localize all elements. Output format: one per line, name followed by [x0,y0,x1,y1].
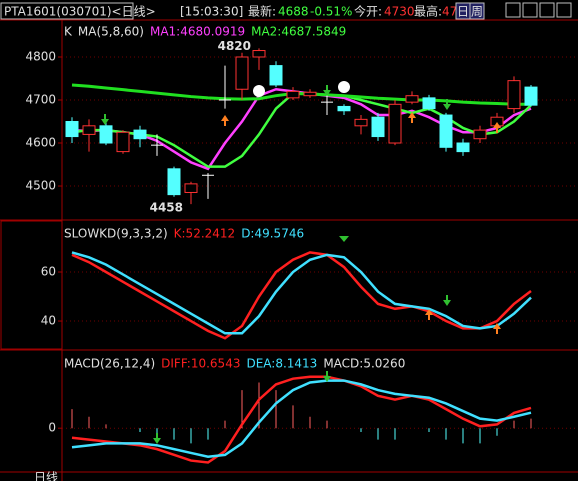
candle-body [303,91,317,97]
y-tick-label: 4800 [25,49,56,63]
time: [15:03:30] [180,5,243,19]
candle-body [388,103,402,144]
legend-text: MA(5,8,60) [78,25,144,39]
high-price: 47 [442,5,457,19]
signal-arrow [221,115,229,126]
high-annotation: 4820 [218,39,251,53]
candle-body [439,114,453,148]
smiley [253,85,265,97]
legend-text: MACD:5.0260 [323,357,405,371]
latest-price: 4688 [278,5,309,19]
signal-arrow [443,295,451,306]
change: -0.51% [310,5,352,19]
candle-body [524,86,538,106]
plot-layer: 4500 4600 4700 4800 K MA(5,8,60) MA1:4680.0919… [25,25,578,464]
candle-body [82,125,96,135]
signal-arrow [493,323,501,334]
open-label: 今开: [354,4,382,19]
indicator-line [71,83,531,106]
candle-body [184,183,198,193]
candle-body [422,97,436,110]
signal-arrow [323,371,331,382]
y-tick-label: 40 [41,314,56,328]
week-button[interactable]: 周 [471,5,483,19]
candle-body [99,125,113,144]
legend-text: DIFF:10.6543 [161,357,240,371]
legend-text: DEA:8.1413 [246,357,317,371]
candle-body [286,90,300,99]
panel-box [0,220,63,350]
legend-text: MA2:4687.5849 [251,25,346,39]
candle-body [269,65,283,86]
tool-button[interactable] [505,2,521,18]
signal-arrow [408,112,416,123]
indicator-line [71,251,532,335]
indicator-line [71,251,532,340]
candle-body [405,95,419,103]
candle-body [116,131,130,153]
frown [338,81,350,93]
candle-body [507,80,521,110]
legend-text: SLOWKD(9,3,3,2) [64,227,168,241]
indicator-line [71,375,532,464]
candle-body [252,50,266,58]
legend-text: MA1:4680.0919 [150,25,245,39]
tool-button[interactable] [539,2,555,18]
open-price: 4730 [384,5,415,19]
signal-arrow [101,114,109,125]
candle-body [354,118,368,127]
candle-body [371,116,385,138]
y-tick-label: 60 [41,265,56,279]
period-label: 日线 [34,471,58,481]
tool-button[interactable] [556,2,572,18]
low-annotation: 4458 [150,201,183,215]
signal-arrow [443,99,451,110]
high-label: 最高: [414,4,442,19]
candle-body [473,129,487,140]
toolbar [505,2,572,18]
y-tick-label: 0 [48,421,56,435]
signal-arrow [153,433,161,444]
signals [101,81,501,444]
tool-button[interactable] [522,2,538,18]
signal-arrow [339,236,349,242]
week-button-bg[interactable] [469,2,485,20]
y-tick-label: 4700 [25,93,56,107]
latest-label: 最新: [248,4,276,19]
y-tick-label: 4500 [25,179,56,193]
candle-body [456,142,470,153]
candle-body [337,105,351,112]
y-tick-label: 4600 [25,136,56,150]
signal-arrow [493,122,501,133]
symbol-box [0,2,134,20]
legend-text: K [64,25,73,39]
candle-body [167,168,181,196]
symbol: PTA1601(030701)<日线> [4,5,156,19]
signal-arrow [323,85,331,96]
candle-body [65,121,79,138]
candle-body [133,129,147,140]
candle-body [235,56,249,90]
indicator-line [71,379,532,459]
day-button[interactable]: 日 [457,5,469,19]
legend-text: K:52.2412 [174,227,236,241]
legend-text: MACD(26,12,4) [64,357,155,371]
legend-text: D:49.5746 [241,227,304,241]
signal-arrow [425,309,433,320]
